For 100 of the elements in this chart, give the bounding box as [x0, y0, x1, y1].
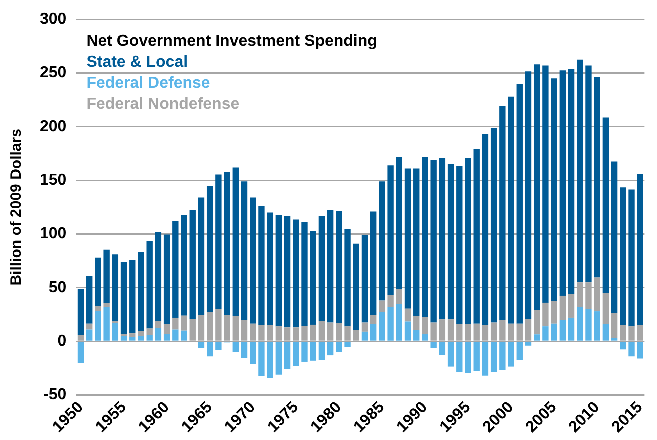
bar: [422, 156, 428, 318]
bar: [602, 324, 610, 341]
bar: [164, 324, 170, 334]
bar: [206, 342, 214, 357]
bar: [181, 316, 188, 331]
bar: [465, 158, 472, 324]
bar: [138, 252, 144, 332]
bar: [78, 342, 84, 364]
bar: [164, 334, 170, 341]
bar: [344, 229, 351, 327]
bar: [232, 342, 239, 352]
bar: [258, 342, 265, 376]
bar: [560, 296, 566, 320]
bar: [198, 342, 205, 348]
bar: [628, 342, 635, 357]
bar: [86, 324, 93, 330]
bar: [146, 241, 153, 329]
bar: [525, 72, 532, 320]
bar: [388, 295, 394, 308]
bar: [138, 331, 144, 336]
bar: [396, 289, 403, 304]
bar: [250, 198, 256, 324]
bar: [396, 304, 403, 341]
bar: [620, 188, 626, 326]
bar: [362, 322, 368, 332]
bar: [198, 198, 205, 316]
bar: [551, 324, 558, 341]
bar: [353, 244, 360, 330]
bar: [164, 234, 170, 324]
bar: [602, 293, 610, 324]
bar: [104, 307, 110, 341]
bar: [490, 342, 498, 372]
bar: [112, 254, 119, 322]
bar: [448, 342, 454, 367]
y-tick-label: 100: [40, 226, 67, 243]
bar: [500, 106, 506, 320]
bar: [379, 300, 386, 312]
bar: [430, 160, 437, 323]
bar: [560, 70, 566, 296]
bar: [95, 306, 102, 312]
bar: [439, 158, 446, 320]
bar: [120, 262, 128, 334]
bar: [508, 96, 514, 324]
bar: [276, 342, 282, 375]
bar: [258, 206, 265, 326]
bar: [439, 342, 446, 356]
bar: [568, 318, 575, 341]
bar: [138, 336, 144, 341]
bar: [78, 289, 84, 336]
bar: [637, 342, 644, 359]
bar: [276, 214, 282, 327]
y-tick-label: 250: [40, 64, 67, 82]
bar: [611, 162, 618, 314]
bar: [155, 232, 162, 322]
bar: [172, 330, 179, 341]
bar: [637, 174, 644, 326]
bar: [112, 323, 119, 341]
bar: [516, 342, 523, 360]
bar: [465, 342, 472, 374]
bar: [474, 342, 480, 372]
bar: [534, 64, 540, 310]
bar: [120, 336, 128, 341]
bar: [500, 342, 506, 370]
text: State & Local: [86, 52, 190, 73]
legend-title: Net Government Investment Spending: [86, 32, 378, 52]
bar: [232, 168, 239, 316]
bar: [327, 342, 334, 356]
bar: [216, 342, 222, 350]
bar: [422, 317, 428, 334]
y-tick-label: -50: [44, 386, 67, 404]
y-tick-label: 300: [40, 11, 67, 28]
bar: [586, 66, 592, 283]
bar: [586, 309, 592, 341]
bar: [267, 342, 274, 378]
bar: [362, 332, 368, 341]
bar: [430, 342, 437, 348]
bar: [181, 330, 188, 341]
bar: [302, 222, 308, 326]
bar: [241, 342, 248, 358]
bar: [379, 182, 386, 301]
bar: [602, 118, 610, 294]
bar: [95, 312, 102, 341]
bar: [224, 172, 230, 316]
bar: [86, 330, 93, 341]
bar: [146, 335, 153, 341]
bar: [302, 342, 308, 362]
bar: [130, 337, 136, 341]
bar: [181, 215, 188, 316]
bar: [310, 342, 316, 361]
bar: [568, 70, 575, 294]
bar: [404, 322, 412, 341]
bar: [577, 60, 584, 283]
y-tick-label: 150: [40, 172, 67, 189]
bar: [388, 166, 394, 296]
bar: [542, 66, 549, 303]
bar: [516, 84, 523, 324]
bar: [370, 324, 377, 341]
bar: [560, 320, 566, 341]
bar: [310, 231, 316, 325]
bar: [130, 334, 136, 338]
